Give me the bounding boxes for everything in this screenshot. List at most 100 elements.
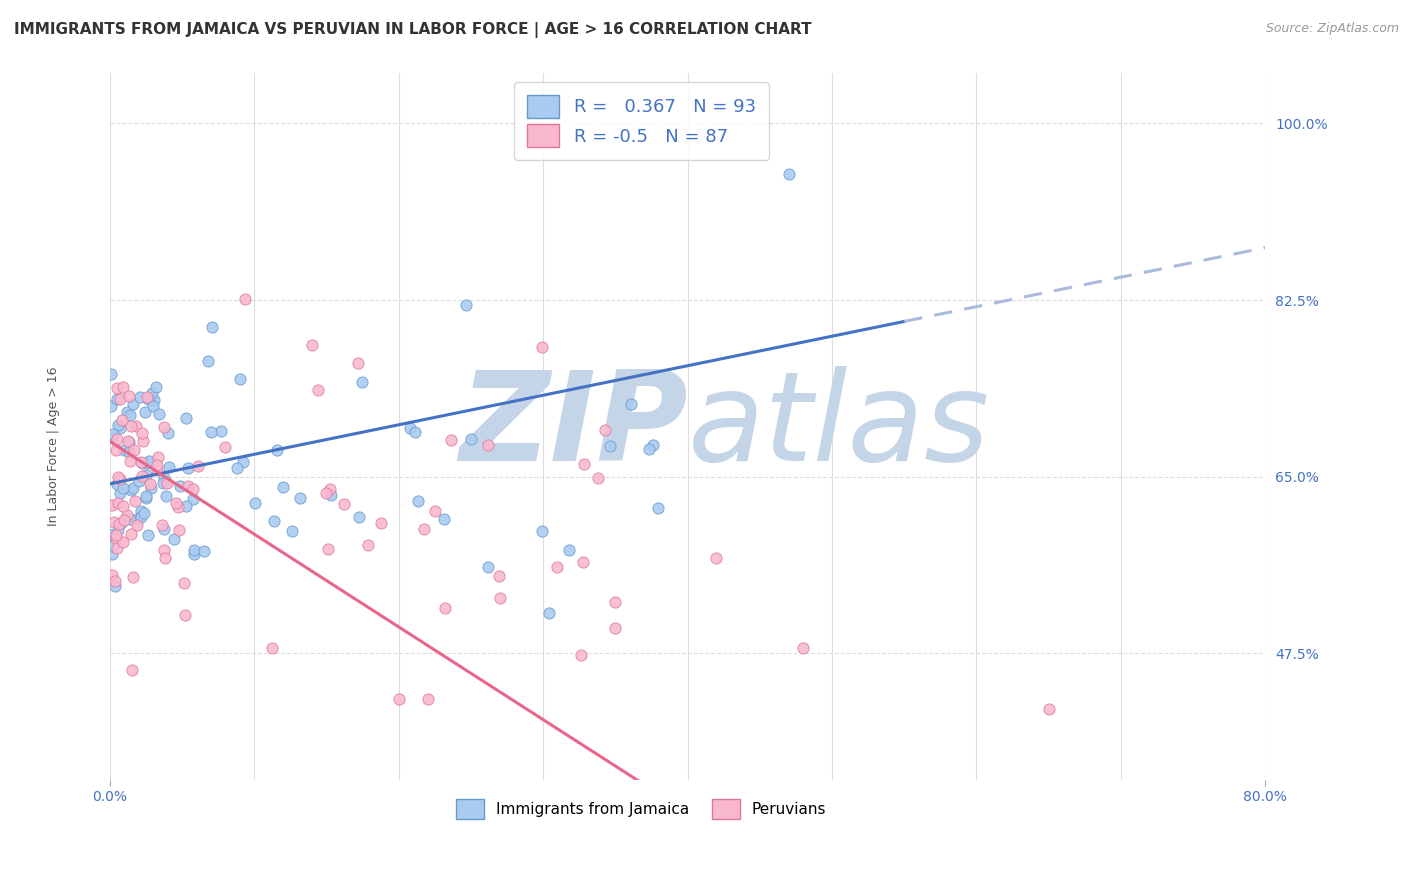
Point bbox=[110, 472, 132, 486]
Point bbox=[111, 413, 134, 427]
Point bbox=[125, 511, 148, 525]
Point bbox=[124, 419, 146, 434]
Point bbox=[141, 385, 163, 400]
Point bbox=[117, 405, 139, 419]
Point bbox=[152, 471, 174, 485]
Point bbox=[117, 508, 139, 523]
Point bbox=[346, 356, 368, 370]
Point bbox=[574, 458, 596, 472]
Point bbox=[225, 461, 247, 475]
Point bbox=[108, 421, 131, 435]
Point bbox=[412, 523, 434, 537]
Point bbox=[416, 691, 439, 706]
Point bbox=[142, 399, 165, 413]
Point bbox=[111, 535, 134, 549]
Point bbox=[118, 408, 141, 422]
Point bbox=[181, 482, 204, 496]
Point bbox=[157, 460, 180, 475]
Point bbox=[174, 411, 197, 425]
Point bbox=[118, 389, 141, 403]
Point bbox=[101, 498, 124, 512]
Point bbox=[138, 454, 160, 468]
Point bbox=[103, 515, 125, 529]
Point bbox=[350, 375, 373, 389]
Point bbox=[127, 518, 149, 533]
Text: ZIP: ZIP bbox=[458, 366, 688, 487]
Point bbox=[120, 527, 142, 541]
Point bbox=[105, 528, 128, 542]
Point bbox=[404, 425, 426, 439]
Point bbox=[243, 496, 266, 510]
Point bbox=[406, 493, 429, 508]
Point bbox=[263, 514, 285, 528]
Point bbox=[201, 320, 224, 334]
Point bbox=[121, 663, 143, 677]
Point bbox=[100, 528, 122, 542]
Point bbox=[120, 419, 142, 434]
Point bbox=[105, 381, 128, 395]
Legend: Immigrants from Jamaica, Peruvians: Immigrants from Jamaica, Peruvians bbox=[450, 793, 832, 825]
Point bbox=[398, 421, 420, 435]
Point bbox=[333, 497, 356, 511]
Point bbox=[477, 438, 499, 452]
Point bbox=[163, 533, 186, 547]
Point bbox=[152, 420, 174, 434]
Point bbox=[260, 641, 283, 656]
Point bbox=[132, 434, 155, 448]
Point bbox=[531, 524, 554, 538]
Point bbox=[100, 367, 122, 381]
Point bbox=[135, 390, 157, 404]
Point bbox=[647, 500, 669, 515]
Point bbox=[599, 438, 621, 452]
Point bbox=[129, 510, 152, 524]
Point bbox=[557, 542, 579, 557]
Point bbox=[104, 442, 127, 457]
Point bbox=[183, 491, 205, 506]
Point bbox=[572, 555, 595, 569]
Point bbox=[530, 340, 553, 354]
Point bbox=[187, 459, 209, 474]
Point bbox=[288, 491, 311, 505]
Point bbox=[460, 432, 482, 446]
Point bbox=[129, 390, 152, 404]
Point bbox=[111, 380, 134, 394]
Point bbox=[200, 425, 222, 440]
Point bbox=[319, 488, 342, 502]
Point bbox=[156, 476, 179, 491]
Point bbox=[105, 476, 128, 491]
Point bbox=[100, 399, 122, 413]
Point bbox=[131, 469, 153, 483]
Point bbox=[101, 427, 124, 442]
Point bbox=[120, 454, 142, 468]
Point bbox=[112, 499, 135, 513]
Point bbox=[105, 541, 128, 555]
Point bbox=[145, 380, 167, 394]
Point bbox=[101, 539, 124, 553]
Point bbox=[132, 506, 155, 520]
Point bbox=[134, 405, 156, 419]
Point bbox=[388, 691, 411, 706]
Point bbox=[136, 528, 159, 542]
Point bbox=[112, 481, 135, 495]
Point bbox=[605, 621, 627, 635]
Point bbox=[357, 538, 380, 552]
Point bbox=[315, 485, 337, 500]
Text: In Labor Force | Age > 16: In Labor Force | Age > 16 bbox=[46, 367, 60, 525]
Point bbox=[593, 423, 616, 437]
Point bbox=[792, 641, 814, 656]
Point bbox=[488, 591, 510, 605]
Point bbox=[165, 496, 187, 510]
Point bbox=[117, 445, 139, 459]
Point bbox=[538, 607, 561, 621]
Point bbox=[173, 575, 195, 590]
Point bbox=[112, 513, 135, 527]
Point bbox=[101, 430, 124, 444]
Point bbox=[105, 392, 128, 407]
Point bbox=[370, 516, 392, 530]
Point bbox=[167, 500, 190, 514]
Point bbox=[108, 516, 131, 531]
Point bbox=[1038, 702, 1060, 716]
Point bbox=[131, 425, 153, 440]
Point bbox=[105, 432, 128, 446]
Point bbox=[120, 483, 142, 497]
